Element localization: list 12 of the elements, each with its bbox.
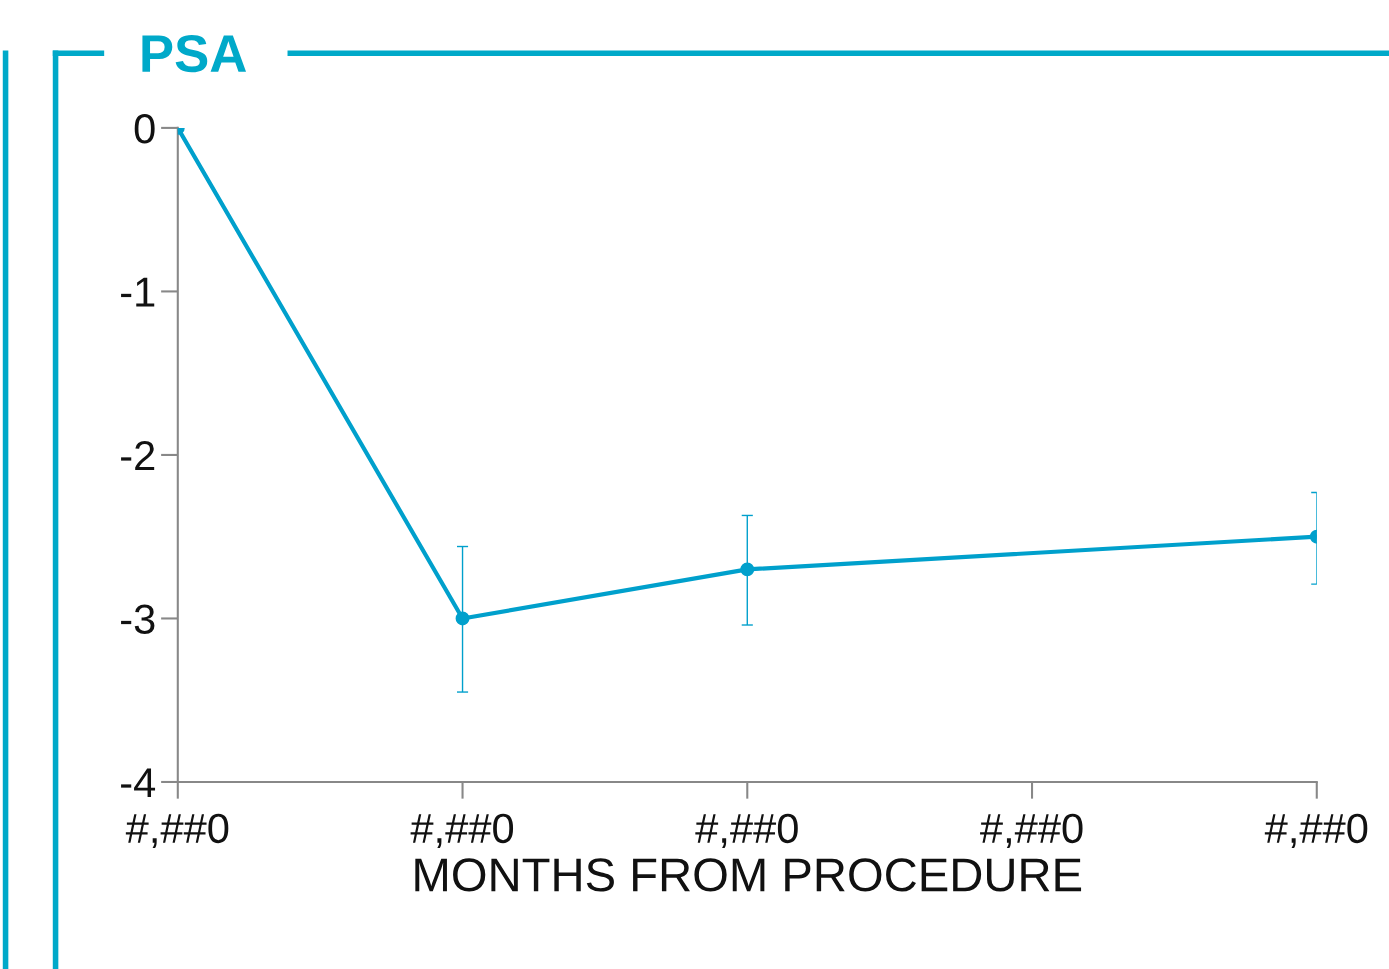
- x-tick-label: #,##0: [125, 813, 229, 849]
- chart-title: PSA: [142, 34, 247, 73]
- x-axis-title: MONTHS FROM PROCEDURE: [415, 858, 1082, 892]
- y-tick-label: -4: [121, 768, 156, 798]
- x-tick-label: #,##0: [1264, 813, 1368, 849]
- y-tick-label: 0: [134, 113, 155, 144]
- x-tick-label: #,##0: [410, 813, 514, 849]
- y-tick-label: -2: [121, 440, 155, 471]
- y-tick-label: -1: [121, 277, 155, 307]
- y-tick-label: -3: [121, 604, 155, 634]
- x-tick-label: #,##0: [980, 813, 1083, 849]
- x-tick-label: #,##0: [695, 813, 798, 849]
